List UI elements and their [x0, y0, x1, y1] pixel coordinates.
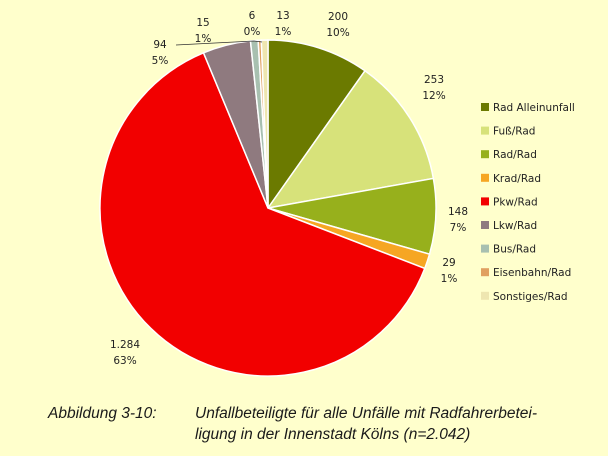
legend-label-sonstiges-rad: Sonstiges/Rad — [493, 291, 568, 303]
value-label-lkw-rad: 94 — [153, 39, 167, 51]
pie-chart: 200 10% 253 12% 148 7% 29 1% 1.284 63% 94 5% 15 1% 6 0%… — [99, 10, 575, 377]
percent-label-rad-alleinunfall: 10% — [326, 27, 349, 39]
value-label-sonstiges-rad: 13 — [276, 10, 289, 22]
legend-swatch-pkw-rad — [481, 197, 489, 206]
percent-label-fuss-rad: 12% — [422, 90, 445, 102]
legend: Rad Alleinunfall Fuß/Rad Rad/Rad Krad/Rad Pk… — [481, 102, 575, 303]
legend-label-lkw-rad: Lkw/Rad — [493, 220, 537, 232]
value-label-krad-rad: 29 — [442, 257, 455, 269]
pie-slice-fuss-rad — [266, 69, 435, 210]
pie-slices — [99, 39, 437, 377]
value-label-rad-rad: 148 — [448, 206, 468, 218]
legend-label-bus-rad: Bus/Rad — [493, 244, 536, 256]
percent-label-eisenbahn-rad: 0% — [244, 26, 261, 38]
value-label-fuss-rad: 253 — [424, 74, 444, 86]
legend-label-pkw-rad: Pkw/Rad — [493, 196, 538, 208]
caption-line-1: Unfallbeteiligte für alle Unfälle mit Ra… — [195, 405, 538, 422]
pie-slice-pkw-rad — [99, 51, 426, 377]
legend-label-eisenbahn-rad: Eisenbahn/Rad — [493, 267, 571, 279]
percent-label-krad-rad: 1% — [441, 273, 458, 285]
value-label-pkw-rad: 1.284 — [110, 339, 140, 351]
legend-label-krad-rad: Krad/Rad — [493, 173, 541, 185]
value-label-bus-rad: 15 — [196, 17, 209, 29]
caption-line-2: ligung in der Innenstadt Kölns (n=2.042) — [195, 426, 471, 443]
legend-label-rad-alleinunfall: Rad Alleinunfall — [493, 102, 575, 114]
legend-swatch-rad-alleinunfall — [481, 103, 489, 111]
percent-label-rad-rad: 7% — [450, 222, 467, 234]
legend-swatch-eisenbahn-rad — [481, 268, 489, 277]
percent-label-bus-rad: 1% — [195, 33, 212, 45]
data-labels: 200 10% 253 12% 148 7% 29 1% 1.284 63% 94 5% 15 1% 6 0%… — [110, 10, 468, 367]
percent-label-pkw-rad: 63% — [113, 355, 136, 367]
leader-lines — [175, 40, 263, 46]
legend-swatch-sonstiges-rad — [481, 291, 489, 300]
pie-slice-sonstiges-rad — [260, 39, 269, 209]
value-label-eisenbahn-rad: 6 — [249, 10, 256, 22]
percent-label-lkw-rad: 5% — [152, 55, 169, 67]
legend-swatch-rad-rad — [481, 150, 489, 159]
leader-line-bus-rad — [175, 40, 263, 46]
percent-label-sonstiges-rad: 1% — [275, 26, 292, 38]
pie-slice-rad-alleinunfall — [267, 39, 367, 211]
legend-label-rad-rad: Rad/Rad — [493, 149, 537, 161]
legend-swatch-fuss-rad — [481, 126, 489, 135]
legend-swatch-lkw-rad — [481, 221, 489, 229]
legend-swatch-krad-rad — [481, 173, 489, 182]
legend-swatch-bus-rad — [481, 244, 489, 253]
caption-number: Abbildung 3-10: — [48, 405, 157, 422]
value-label-rad-alleinunfall: 200 — [328, 11, 348, 23]
legend-label-fuss-rad: Fuß/Rad — [493, 126, 535, 138]
